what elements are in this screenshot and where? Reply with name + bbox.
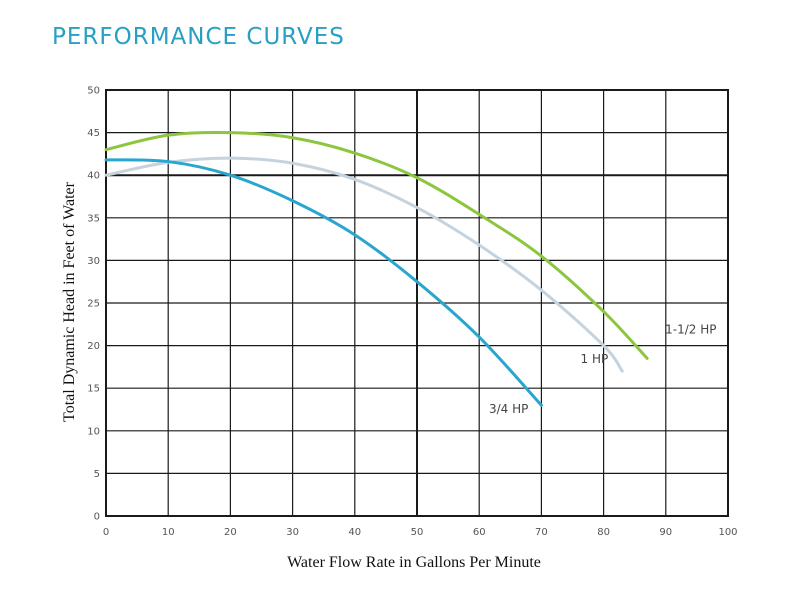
x-tick-label: 30 — [286, 527, 299, 538]
x-tick-label: 20 — [224, 527, 237, 538]
x-tick-label: 80 — [597, 527, 610, 538]
y-tick-label: 40 — [87, 171, 100, 182]
series-label: 1 HP — [581, 352, 609, 366]
x-tick-label: 90 — [659, 527, 672, 538]
x-tick-label: 10 — [162, 527, 175, 538]
y-axis-label: Total Dynamic Head in Feet of Water — [61, 181, 78, 422]
y-tick-label: 5 — [94, 469, 100, 480]
series-labels: 1-1/2 HP 1 HP 3/4 HP — [489, 322, 716, 416]
chart-title: PERFORMANCE CURVES — [52, 24, 345, 50]
x-tick-label: 100 — [718, 527, 737, 538]
series-line — [104, 156, 624, 373]
series-layer — [104, 130, 649, 407]
x-tick-label: 50 — [411, 527, 424, 538]
y-tick-label: 30 — [87, 256, 100, 267]
tick-labels: 0 10 20 30 40 50 60 70 80 90 100 0 5 10 15 20 25 30 35 40 45… — [87, 86, 737, 539]
y-tick-label: 15 — [87, 384, 100, 395]
plot-frame — [105, 89, 729, 517]
x-tick-label: 0 — [103, 527, 109, 538]
y-tick-label: 10 — [87, 426, 100, 437]
x-tick-label: 60 — [473, 527, 486, 538]
y-tick-label: 0 — [94, 512, 100, 523]
y-tick-label: 35 — [87, 213, 100, 224]
y-tick-label: 50 — [87, 86, 100, 97]
series-line — [104, 158, 543, 407]
y-tick-label: 20 — [87, 341, 100, 352]
x-tick-label: 40 — [348, 527, 361, 538]
series-label: 3/4 HP — [489, 402, 528, 416]
x-axis-label: Water Flow Rate in Gallons Per Minute — [287, 554, 541, 571]
y-tick-label: 45 — [87, 128, 100, 139]
x-tick-label: 70 — [535, 527, 548, 538]
series-line — [104, 130, 649, 360]
y-tick-label: 25 — [87, 299, 100, 310]
grid — [105, 89, 729, 517]
series-label: 1-1/2 HP — [665, 322, 716, 336]
